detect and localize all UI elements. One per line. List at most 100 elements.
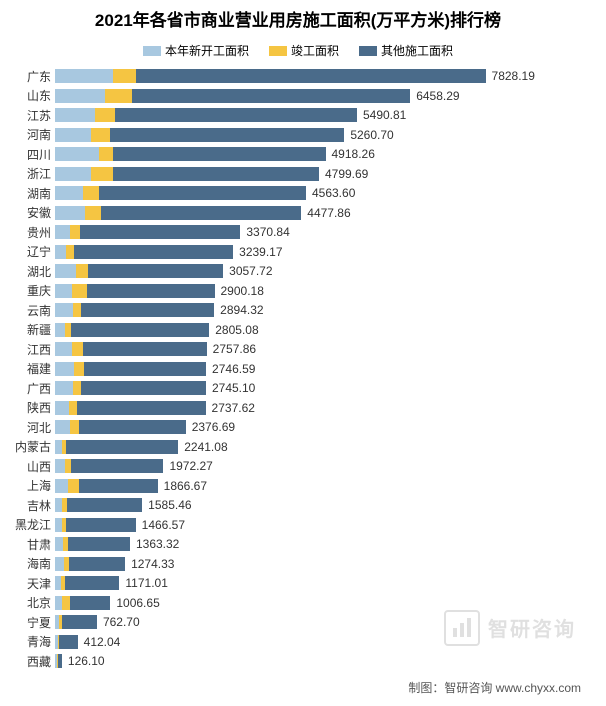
bar-area: 1274.33 — [55, 555, 591, 574]
bar-segment — [76, 264, 88, 278]
bar-segment — [55, 459, 65, 473]
bar-segment — [55, 362, 74, 376]
bar-row: 山西1972.27 — [5, 457, 591, 476]
y-axis-label: 吉林 — [5, 497, 55, 514]
bar-area: 1972.27 — [55, 457, 591, 476]
bar-value-label: 2241.08 — [184, 440, 227, 454]
y-axis-label: 山西 — [5, 458, 55, 475]
bar-row: 云南2894.32 — [5, 301, 591, 320]
bar-segment — [79, 479, 157, 493]
bar-segment — [55, 128, 91, 142]
bar-area: 2241.08 — [55, 438, 591, 457]
bar-area: 3057.72 — [55, 262, 591, 281]
y-axis-label: 黑龙江 — [5, 516, 55, 533]
y-axis-label: 湖北 — [5, 263, 55, 280]
bar-segment — [83, 342, 207, 356]
y-axis-label: 江西 — [5, 341, 55, 358]
bar-area: 2757.86 — [55, 340, 591, 359]
bar-area: 2894.32 — [55, 301, 591, 320]
bar-area: 4799.69 — [55, 165, 591, 184]
bar-row: 黑龙江1466.57 — [5, 516, 591, 535]
bar-segment — [70, 225, 80, 239]
bar-segment — [55, 401, 69, 415]
bar-segment — [66, 440, 178, 454]
bar-segment — [55, 537, 63, 551]
bar-segment — [99, 186, 306, 200]
bar-area: 126.10 — [55, 652, 591, 671]
bar-value-label: 7828.19 — [492, 69, 535, 83]
bar-segment — [55, 596, 62, 610]
y-axis-label: 广西 — [5, 380, 55, 397]
stacked-bar — [55, 362, 206, 376]
stacked-bar — [55, 303, 214, 317]
bar-area: 7828.19 — [55, 67, 591, 86]
bar-segment — [105, 89, 133, 103]
bar-row: 海南1274.33 — [5, 555, 591, 574]
bar-area: 3239.17 — [55, 243, 591, 262]
legend-label: 竣工面积 — [291, 42, 339, 59]
stacked-bar — [55, 186, 306, 200]
stacked-bar — [55, 635, 78, 649]
bar-segment — [65, 323, 72, 337]
stacked-bar — [55, 615, 97, 629]
bar-segment — [83, 186, 100, 200]
stacked-bar — [55, 245, 233, 259]
bar-row: 重庆2900.18 — [5, 282, 591, 301]
bar-value-label: 412.04 — [84, 635, 121, 649]
bar-area: 2745.10 — [55, 379, 591, 398]
bar-segment — [113, 147, 325, 161]
bar-segment — [136, 69, 485, 83]
stacked-bar — [55, 264, 223, 278]
y-axis-label: 河北 — [5, 419, 55, 436]
bar-segment — [55, 303, 73, 317]
y-axis-label: 天津 — [5, 575, 55, 592]
bar-segment — [73, 381, 81, 395]
stacked-bar — [55, 381, 206, 395]
stacked-bar — [55, 479, 158, 493]
bar-segment — [55, 264, 76, 278]
bar-segment — [55, 381, 73, 395]
bar-value-label: 5260.70 — [350, 128, 393, 142]
stacked-bar — [55, 108, 357, 122]
bar-area: 1171.01 — [55, 574, 591, 593]
bar-value-label: 6458.29 — [416, 89, 459, 103]
bar-segment — [55, 440, 62, 454]
bar-row: 广西2745.10 — [5, 379, 591, 398]
bar-area: 6458.29 — [55, 87, 591, 106]
stacked-bar — [55, 420, 186, 434]
bar-row: 浙江4799.69 — [5, 165, 591, 184]
bar-segment — [55, 498, 62, 512]
legend: 本年新开工面积竣工面积其他施工面积 — [5, 42, 591, 59]
y-axis-label: 上海 — [5, 477, 55, 494]
y-axis-label: 贵州 — [5, 224, 55, 241]
bar-segment — [70, 420, 78, 434]
bar-row: 新疆2805.08 — [5, 321, 591, 340]
stacked-bar — [55, 225, 240, 239]
bar-segment — [55, 420, 70, 434]
bar-row: 天津1171.01 — [5, 574, 591, 593]
stacked-bar — [55, 654, 62, 668]
legend-swatch — [269, 46, 287, 56]
bar-value-label: 1363.32 — [136, 537, 179, 551]
legend-item: 竣工面积 — [269, 42, 339, 59]
bar-segment — [70, 596, 111, 610]
bar-row: 河北2376.69 — [5, 418, 591, 437]
y-axis-label: 安徽 — [5, 204, 55, 221]
y-axis-label: 青海 — [5, 633, 55, 650]
bar-row: 内蒙古 2241.08 — [5, 438, 591, 457]
chart-title: 2021年各省市商业营业用房施工面积(万平方米)排行榜 — [5, 10, 591, 32]
bar-segment — [55, 186, 83, 200]
stacked-bar — [55, 147, 326, 161]
bar-value-label: 5490.81 — [363, 108, 406, 122]
bar-segment — [74, 362, 84, 376]
bar-value-label: 2757.86 — [213, 342, 256, 356]
bar-segment — [59, 635, 77, 649]
bar-row: 上海1866.67 — [5, 477, 591, 496]
bar-segment — [67, 498, 142, 512]
bar-segment — [68, 537, 130, 551]
y-axis-label: 内蒙古 — [5, 438, 55, 455]
y-axis-label: 江苏 — [5, 107, 55, 124]
bar-area: 2376.69 — [55, 418, 591, 437]
bar-row: 山东6458.29 — [5, 87, 591, 106]
bar-segment — [91, 167, 113, 181]
